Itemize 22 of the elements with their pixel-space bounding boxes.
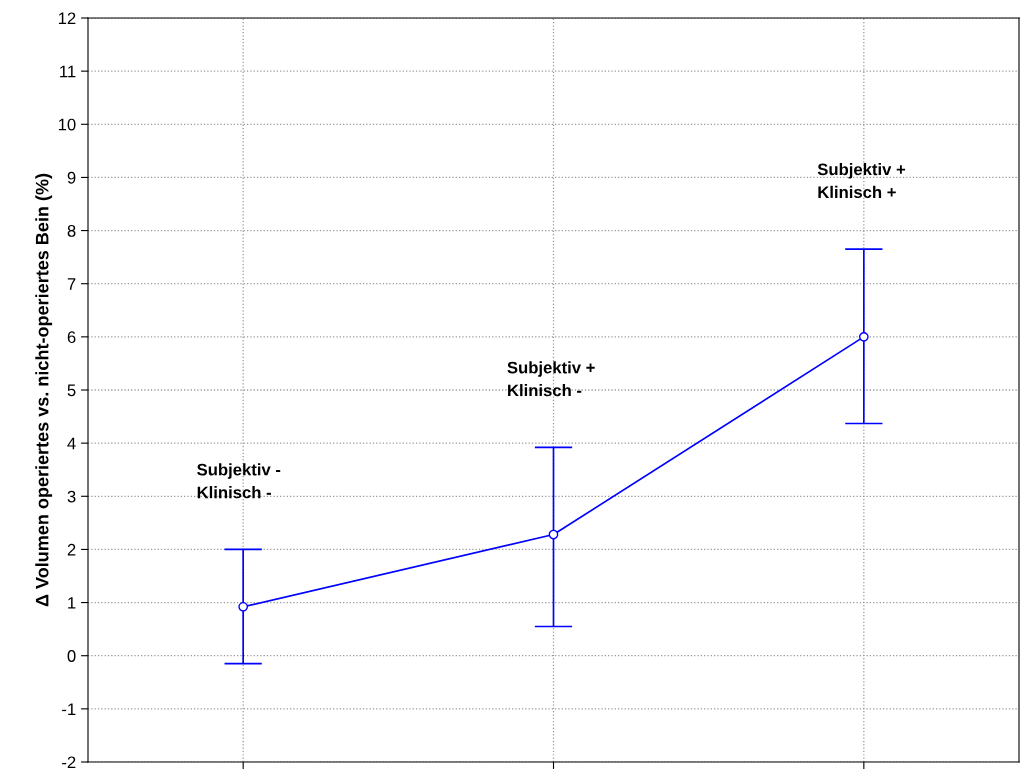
y-tick-label: 10 xyxy=(58,118,76,131)
y-tick-label: 12 xyxy=(58,12,76,25)
y-tick-label: 0 xyxy=(67,650,76,662)
annotation: Subjektiv + Klinisch + xyxy=(817,163,906,199)
y-tick-label: 5 xyxy=(67,384,76,397)
point xyxy=(858,331,869,342)
y-tick-label: 1 xyxy=(68,597,76,609)
y-tick-label: -1 xyxy=(62,703,76,715)
y-tick-label: 6 xyxy=(67,331,76,344)
y-tick-label: 8 xyxy=(67,224,76,237)
point xyxy=(548,529,559,540)
y-tick-label: -2 xyxy=(62,756,76,769)
y-tick-label: 2 xyxy=(67,543,76,556)
y-tick-label: 7 xyxy=(67,278,76,290)
point xyxy=(238,601,249,612)
y-axis-title: Δ Volumen operiertes vs. nicht-operiertes Bein (%) xyxy=(35,173,53,607)
y-tick-label: 9 xyxy=(67,171,76,184)
annotation: Subjektiv + Klinisch - xyxy=(507,361,595,397)
annotation: Subjektiv - Klinisch - xyxy=(197,463,281,499)
y-tick-label: 3 xyxy=(67,490,76,503)
y-tick-label: 11 xyxy=(60,65,76,78)
y-tick-label: 4 xyxy=(67,437,76,450)
